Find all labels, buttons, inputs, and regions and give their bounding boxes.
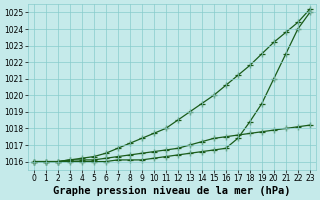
X-axis label: Graphe pression niveau de la mer (hPa): Graphe pression niveau de la mer (hPa) — [53, 186, 291, 196]
